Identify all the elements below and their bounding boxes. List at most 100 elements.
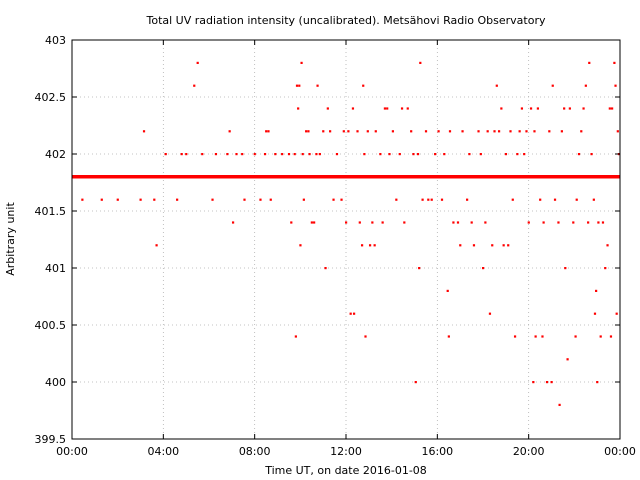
y-tick-label: 403 (45, 34, 66, 47)
data-point (551, 84, 554, 87)
data-point (596, 381, 599, 384)
data-point (477, 130, 480, 133)
data-point (574, 335, 577, 338)
data-point (580, 130, 583, 133)
data-point (558, 403, 561, 406)
data-point (281, 153, 284, 156)
data-point (563, 107, 566, 110)
data-point (326, 107, 329, 110)
data-point (300, 61, 303, 64)
data-point (214, 153, 218, 156)
data-point (575, 198, 578, 201)
data-point (511, 198, 514, 201)
data-point (437, 130, 440, 133)
y-tick-label: 402 (45, 148, 66, 161)
data-point (597, 221, 600, 224)
data-point (472, 244, 476, 247)
data-point (541, 335, 544, 338)
data-point (269, 198, 272, 201)
data-point (364, 335, 367, 338)
data-point (520, 107, 524, 110)
data-point (419, 61, 422, 64)
data-point (587, 221, 590, 224)
data-point (298, 84, 301, 87)
data-point (253, 153, 256, 156)
data-point (606, 244, 609, 247)
y-tick-label: 400 (45, 376, 66, 389)
chart-title: Total UV radiation intensity (uncalibrat… (146, 14, 546, 27)
data-point (153, 198, 156, 201)
data-point (347, 130, 350, 133)
x-tick-label: 20:00 (513, 445, 545, 458)
data-point (564, 267, 567, 270)
data-point (259, 198, 262, 201)
data-point (241, 153, 244, 156)
data-point (566, 358, 569, 361)
data-point (443, 153, 446, 156)
data-point (395, 198, 398, 201)
data-point (509, 130, 512, 133)
data-point (228, 130, 231, 133)
data-point (553, 198, 557, 201)
data-point (446, 289, 449, 292)
data-point (539, 198, 542, 201)
data-point (548, 130, 551, 133)
data-point (418, 267, 421, 270)
data-point (440, 198, 444, 201)
data-point (243, 198, 246, 201)
data-point (416, 153, 420, 156)
data-point (342, 130, 345, 133)
data-point (614, 84, 617, 87)
data-point (318, 153, 321, 156)
data-point (383, 107, 387, 110)
data-point (201, 153, 204, 156)
data-point (155, 244, 158, 247)
data-point (360, 244, 364, 247)
data-point (513, 335, 517, 338)
grid (72, 40, 620, 439)
data-point (466, 198, 469, 201)
data-point (231, 221, 235, 224)
data-point (308, 153, 311, 156)
data-point (313, 221, 316, 224)
data-point (335, 153, 339, 156)
y-tick-label: 400.5 (35, 319, 67, 332)
data-point (557, 221, 560, 224)
data-point (315, 153, 318, 156)
data-point (381, 221, 384, 224)
data-point (590, 153, 593, 156)
data-point (368, 244, 372, 247)
data-point (523, 153, 526, 156)
data-point (609, 335, 613, 338)
data-point (452, 221, 455, 224)
data-point (430, 198, 433, 201)
data-point (379, 153, 382, 156)
data-point (550, 381, 553, 384)
data-point (185, 153, 188, 156)
data-point (403, 221, 406, 224)
data-point (427, 198, 430, 201)
data-point (400, 107, 404, 110)
data-point (274, 153, 277, 156)
data-point (577, 153, 581, 156)
data-point (592, 198, 595, 201)
data-point (493, 130, 496, 133)
data-point (356, 130, 359, 133)
data-point (456, 221, 460, 224)
data-point (447, 335, 450, 338)
data-point (468, 153, 471, 156)
data-point (391, 130, 395, 133)
data-point (461, 130, 464, 133)
data-point (533, 130, 536, 133)
data-point (349, 312, 352, 315)
data-series (72, 61, 621, 406)
data-point (100, 198, 103, 201)
data-point (332, 198, 335, 201)
data-point (193, 84, 196, 87)
data-point (371, 221, 374, 224)
plot-frame (71, 39, 621, 440)
x-tick-label: 00:00 (56, 445, 88, 458)
data-point (601, 221, 605, 224)
data-point (307, 130, 310, 133)
